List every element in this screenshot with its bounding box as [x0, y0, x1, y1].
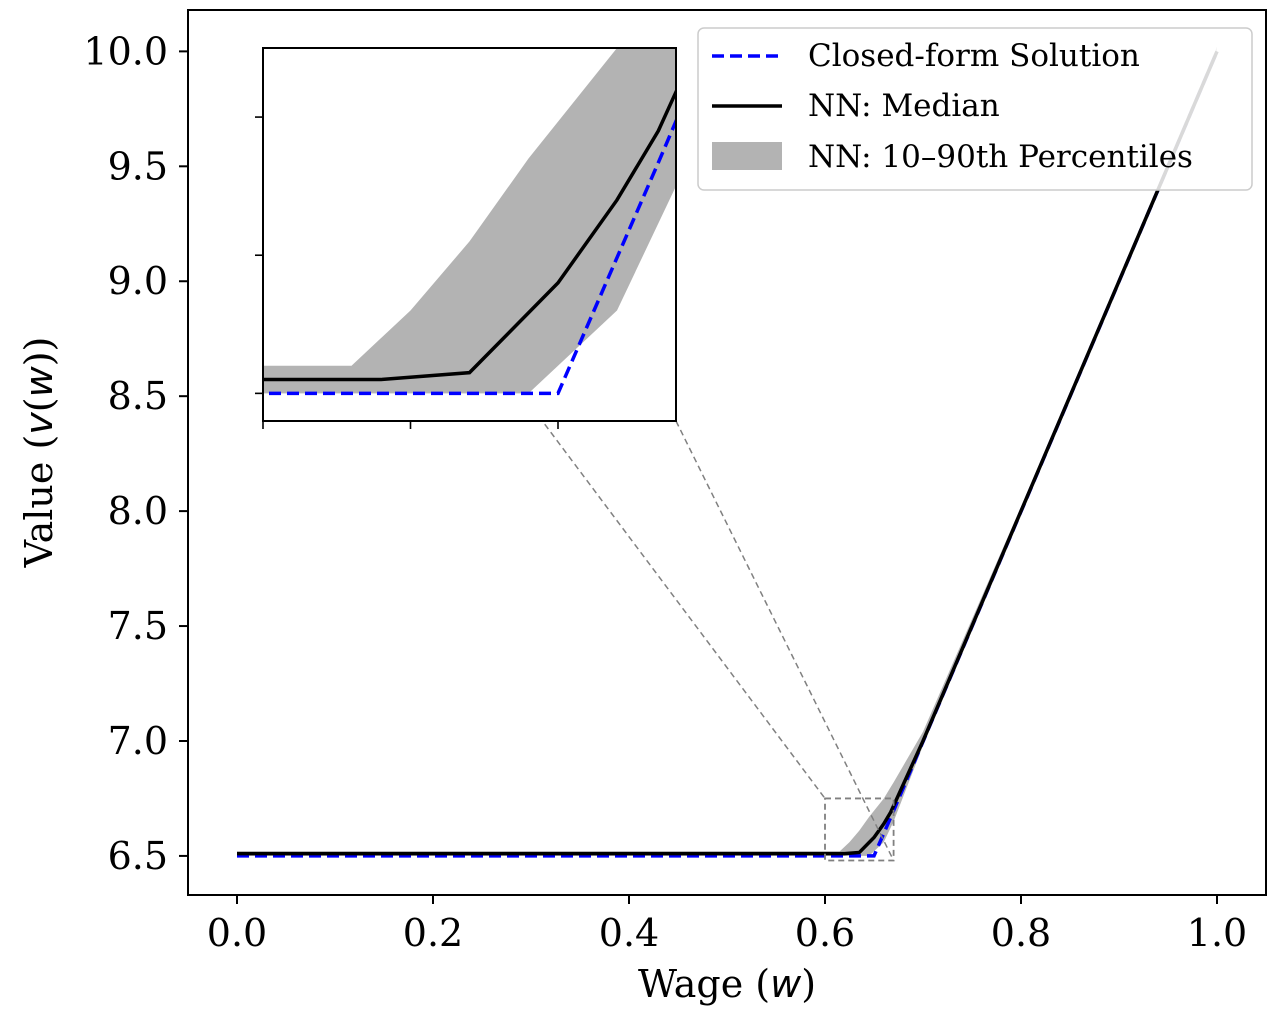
x-axis-title: Wage (w) — [638, 962, 816, 1006]
inset-plot-area — [255, 47, 677, 429]
y-tick-label: 7.0 — [108, 719, 168, 763]
y-tick-label: 10.0 — [83, 29, 168, 73]
legend-band-label: NN: 10–90th Percentiles — [808, 139, 1193, 175]
x-tick-label: 0.2 — [403, 911, 463, 955]
legend-frame — [697, 27, 1253, 191]
legend-closed-form-label: Closed-form Solution — [808, 38, 1140, 74]
inset-axes-frame — [262, 47, 677, 422]
inset-closed-form-line — [263, 116, 676, 396]
legend-band-swatch — [712, 142, 782, 170]
y-tick-label: 8.0 — [108, 489, 168, 533]
y-tick-label: 9.5 — [108, 144, 168, 188]
y-tick-label: 7.5 — [108, 604, 168, 648]
x-tick-label: 1.0 — [1187, 911, 1247, 955]
legend: Closed-form Solution NN: Median NN: 10–9… — [697, 27, 1253, 191]
x-axis: 0.0 0.2 0.4 0.6 0.8 1.0 — [207, 895, 1247, 955]
x-tick-label: 0.6 — [795, 911, 855, 955]
y-tick-label: 6.5 — [108, 834, 168, 878]
y-tick-label: 9.0 — [108, 259, 168, 303]
x-tick-label: 0.0 — [207, 911, 267, 955]
zoom-connector — [262, 47, 826, 799]
legend-median-label: NN: Median — [808, 88, 1000, 124]
zoom-connector — [675, 420, 895, 861]
inset-ticks — [255, 116, 559, 429]
main-axes-frame — [187, 9, 1267, 896]
inset-median-line — [263, 87, 676, 382]
zoom-box — [824, 797, 895, 862]
x-tick-label: 0.4 — [599, 911, 659, 955]
y-tick-label: 8.5 — [108, 374, 168, 418]
y-axis-title: Value (v(w)) — [17, 337, 61, 569]
y-axis: 6.5 7.0 7.5 8.0 8.5 9.0 9.5 10.0 — [83, 29, 188, 878]
main-plot-area: 0.0 0.2 0.4 0.6 0.8 1.0 6.5 7.0 7.5 8.0 8.5 9.0 9.5… — [83, 9, 1267, 955]
median-line — [237, 50, 1219, 856]
x-tick-label: 0.8 — [991, 911, 1051, 955]
inset-percentile-band — [263, 48, 676, 394]
